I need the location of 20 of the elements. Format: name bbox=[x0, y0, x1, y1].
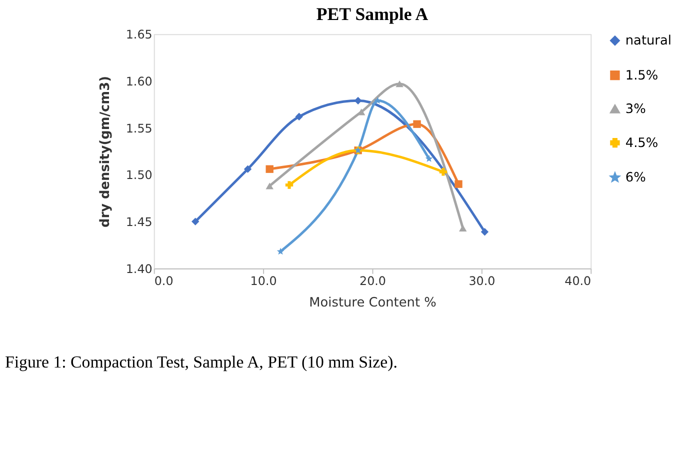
x-tick-label: 30.0 bbox=[468, 274, 496, 288]
legend-label: 4.5% bbox=[625, 136, 658, 151]
legend-label: natural bbox=[625, 34, 672, 49]
y-tick-label: 1.60 bbox=[126, 74, 152, 88]
x-tick-label: 10.0 bbox=[250, 274, 277, 288]
chart-title: PET Sample A bbox=[316, 4, 428, 24]
legend-label: 3% bbox=[625, 102, 646, 118]
x-axis-title: Moisture Content % bbox=[309, 296, 436, 311]
y-tick-label: 1.65 bbox=[126, 28, 152, 42]
y-tick-label: 1.50 bbox=[126, 168, 152, 182]
legend-label: 1.5% bbox=[625, 68, 658, 84]
caption: Figure 1: Compaction Test, Sample A, PET (10 mm Size). bbox=[4, 352, 398, 372]
y-tick-label: 1.45 bbox=[126, 215, 152, 230]
x-tick-label: 20.0 bbox=[359, 274, 386, 288]
y-tick-label: 1.40 bbox=[126, 262, 152, 276]
x-tick-label: 0.0 bbox=[154, 274, 174, 288]
x-tick-label: 40.0 bbox=[564, 274, 592, 288]
legend-label: 6% bbox=[625, 170, 646, 186]
y-tick-label: 1.55 bbox=[126, 121, 152, 136]
y-axis-title: dry density(gm/cm3) bbox=[98, 76, 113, 228]
